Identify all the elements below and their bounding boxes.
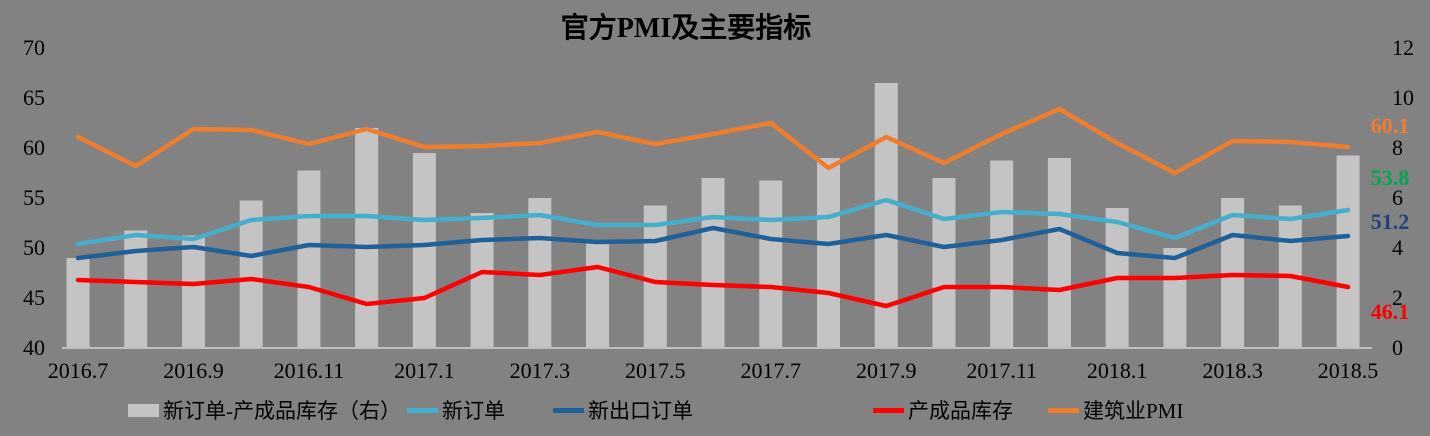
right-axis-tick: 12 [1392, 35, 1414, 60]
x-axis-tick: 2018.3 [1202, 358, 1263, 383]
bar-new-orders-minus-inventory [239, 200, 263, 348]
bar-new-orders-minus-inventory [1336, 155, 1360, 348]
x-axis-tick: 2017.11 [966, 358, 1038, 383]
line-construction-pmi [75, 106, 1351, 176]
left-axis-tick: 70 [23, 35, 45, 60]
line-finished-goods-inventory [75, 264, 1351, 309]
end-label-60.1: 60.1 [1370, 113, 1410, 138]
end-label-46.1: 46.1 [1370, 299, 1410, 324]
x-axis-tick: 2018.1 [1086, 358, 1148, 383]
x-axis-tick: 2017.7 [740, 358, 802, 383]
end-label-51.2: 51.2 [1370, 209, 1410, 234]
x-axis-tick: 2017.3 [509, 358, 571, 383]
legend-label-bar-diff: 新订单-产成品库存（右） [163, 399, 401, 423]
end-label-53.8: 53.8 [1370, 165, 1410, 190]
x-axis-tick: 2016.9 [163, 358, 224, 383]
right-axis-tick: 10 [1392, 85, 1414, 110]
x-axis-tick: 2017.9 [855, 358, 917, 383]
chart-title: 官方PMI及主要指标 [560, 13, 812, 44]
bar-new-orders-minus-inventory [124, 230, 148, 348]
bar-new-orders-minus-inventory [412, 153, 436, 348]
bar-new-orders-minus-inventory [355, 128, 379, 348]
left-axis-tick: 65 [23, 85, 45, 110]
legend-item-construction-pmi: 建筑业PMI [1048, 393, 1183, 427]
x-axis-tick: 2017.5 [625, 358, 686, 383]
left-axis-tick: 55 [23, 185, 45, 210]
left-axis-tick: 45 [23, 285, 45, 310]
legend-label-new-orders: 新订单 [442, 399, 505, 423]
legend-item-bar-diff: 新订单-产成品库存（右） [128, 393, 401, 427]
left-axis-tick: 50 [23, 235, 45, 260]
bar-new-orders-minus-inventory [1047, 158, 1071, 348]
bar-new-orders-minus-inventory [759, 180, 783, 348]
line-new-export-orders [75, 225, 1351, 261]
legend-label-finished-goods-inventory: 产成品库存 [908, 399, 1013, 423]
legend-swatch-bar-diff [128, 403, 159, 417]
legend-swatch-construction-pmi [1048, 407, 1079, 413]
legend-swatch-new-orders [407, 407, 438, 413]
x-axis-tick: 2016.7 [47, 358, 109, 383]
bar-new-orders-minus-inventory [181, 235, 205, 348]
bar-new-orders-minus-inventory [66, 258, 90, 348]
right-axis-tick: 2 [1392, 285, 1403, 310]
chart-legend: 新订单-产成品库存（右） 新订单 新出口订单 产成品库存 建筑业PMI [0, 393, 1430, 427]
legend-label-construction-pmi: 建筑业PMI [1083, 399, 1184, 423]
x-axis-tick: 2017.1 [394, 358, 455, 383]
bar-new-orders-minus-inventory [297, 170, 321, 348]
right-axis-tick: 8 [1392, 135, 1403, 160]
line-new-orders [75, 197, 1351, 247]
x-axis-tick: 2018.5 [1317, 358, 1379, 383]
left-axis-tick: 60 [23, 135, 45, 160]
bar-new-orders-minus-inventory [816, 158, 840, 348]
bar-new-orders-minus-inventory [701, 178, 725, 348]
legend-swatch-new-export-orders [553, 407, 584, 413]
legend-item-finished-goods-inventory: 产成品库存 [873, 393, 1013, 427]
legend-item-new-export-orders: 新出口订单 [553, 393, 693, 427]
bar-new-orders-minus-inventory [990, 160, 1014, 348]
right-axis-tick: 0 [1392, 335, 1403, 360]
bar-new-orders-minus-inventory [1163, 248, 1187, 348]
right-axis-tick: 6 [1392, 185, 1403, 210]
left-axis-tick: 40 [23, 335, 45, 360]
bar-new-orders-minus-inventory [932, 178, 956, 348]
legend-label-new-export-orders: 新出口订单 [588, 399, 693, 423]
bar-new-orders-minus-inventory [470, 213, 494, 348]
bar-new-orders-minus-inventory [874, 83, 898, 348]
x-axis-tick: 2016.11 [273, 358, 345, 383]
bar-new-orders-minus-inventory [586, 243, 610, 348]
right-axis-tick: 4 [1392, 235, 1403, 260]
legend-swatch-finished-goods-inventory [873, 407, 904, 413]
legend-item-new-orders: 新订单 [407, 393, 505, 427]
